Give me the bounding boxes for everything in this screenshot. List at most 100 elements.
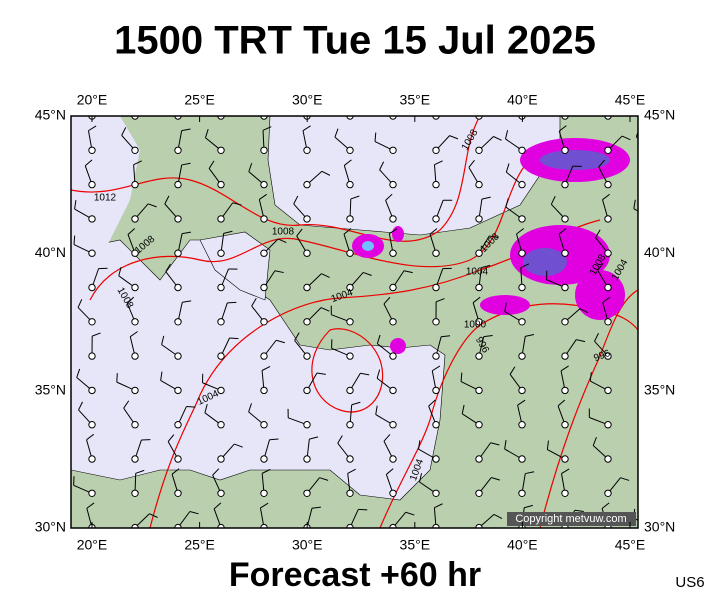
barb-feather xyxy=(481,264,491,269)
barb-staff xyxy=(651,406,658,425)
barb-station xyxy=(217,146,225,155)
barb-station xyxy=(432,421,440,429)
barb-feather xyxy=(248,403,252,413)
barb-station xyxy=(475,489,483,497)
wind-barbs xyxy=(73,91,658,528)
barb-station xyxy=(174,489,182,497)
barb-feather xyxy=(86,502,95,509)
barb-feather xyxy=(642,366,648,373)
barb-station xyxy=(260,283,268,292)
barb-feather xyxy=(383,434,391,442)
barb-station xyxy=(389,146,397,155)
barb-station xyxy=(432,283,440,292)
barb-feather xyxy=(516,228,524,235)
barb-staff xyxy=(640,442,651,459)
barb-feather xyxy=(344,159,352,166)
barb-feather xyxy=(258,91,265,97)
barb-feather xyxy=(204,404,208,413)
barb-staff xyxy=(651,474,655,494)
barb-feather xyxy=(351,401,361,406)
barb-feather xyxy=(468,159,475,168)
barb-feather xyxy=(277,238,287,243)
barb-feather xyxy=(333,97,334,106)
barb-staff xyxy=(263,116,264,117)
barb-feather xyxy=(321,170,331,176)
barb-feather xyxy=(261,365,271,371)
barb-station xyxy=(303,489,311,497)
barb-feather xyxy=(592,436,597,446)
barb-feather xyxy=(316,372,326,375)
barb-staff xyxy=(633,517,638,521)
barb-station xyxy=(475,421,483,429)
barb-station xyxy=(260,180,268,189)
barb-feather xyxy=(428,399,436,407)
barb-station xyxy=(174,146,182,155)
lon-label: 40°E xyxy=(507,92,538,108)
barb-station xyxy=(475,146,483,155)
barb-station xyxy=(303,215,311,223)
barb-staff xyxy=(642,270,651,288)
barb-station xyxy=(604,318,612,326)
barb-station xyxy=(432,352,440,360)
barb-feather xyxy=(560,365,569,372)
barb-station xyxy=(88,180,96,189)
barb-feather xyxy=(642,263,648,270)
barb-feather xyxy=(558,228,567,235)
barb-feather xyxy=(589,372,592,382)
barb-feather xyxy=(260,502,269,509)
barb-feather xyxy=(489,235,499,238)
barb-station xyxy=(432,180,440,189)
barb-station xyxy=(88,352,96,360)
barb-feather xyxy=(595,229,601,238)
barb-feather xyxy=(594,333,599,342)
barb-station xyxy=(346,489,354,497)
barb-feather xyxy=(505,130,509,140)
barb-station xyxy=(131,318,139,326)
barb-station xyxy=(346,283,354,292)
barb-station xyxy=(346,386,354,395)
barb-feather xyxy=(436,93,444,96)
lat-label: 40°N xyxy=(644,244,675,260)
black-sea xyxy=(267,116,561,236)
barb-feather xyxy=(311,506,321,509)
barb-feather xyxy=(383,296,391,305)
barb-station xyxy=(475,386,483,395)
barb-feather xyxy=(505,163,510,173)
barb-station xyxy=(604,386,612,395)
barb-feather xyxy=(147,203,157,208)
barb-station xyxy=(88,489,96,497)
barb-staff xyxy=(642,167,651,185)
barb-station xyxy=(174,455,182,463)
barb-station xyxy=(604,215,612,223)
barb-station xyxy=(648,319,654,325)
lon-label: 25°E xyxy=(184,537,215,553)
barb-staff xyxy=(608,116,609,117)
barb-station xyxy=(561,249,569,257)
barb-feather xyxy=(234,443,243,448)
lat-label: 40°N xyxy=(35,244,66,260)
lon-label: 30°E xyxy=(292,537,323,553)
lat-label: 35°N xyxy=(644,381,675,397)
barb-station xyxy=(518,283,526,292)
barb-station xyxy=(131,386,139,395)
barb-feather xyxy=(376,334,381,344)
barb-station xyxy=(389,352,397,360)
barb-feather xyxy=(350,195,360,200)
barb-station xyxy=(604,180,612,189)
barb-feather xyxy=(334,128,339,138)
barb-feather xyxy=(419,473,423,483)
barb-station xyxy=(174,421,182,429)
barb-feather xyxy=(319,477,329,481)
barb-station xyxy=(475,283,483,292)
barb-feather xyxy=(123,400,130,409)
barb-feather xyxy=(561,468,570,475)
barb-station xyxy=(346,421,354,429)
barb-station xyxy=(648,353,654,359)
barb-station xyxy=(432,146,440,155)
barb-feather xyxy=(204,128,209,138)
barb-feather xyxy=(429,228,438,235)
barb-feather xyxy=(633,199,636,209)
barb-feather xyxy=(358,508,368,511)
barb-station xyxy=(303,249,311,257)
barb-feather xyxy=(418,440,421,450)
